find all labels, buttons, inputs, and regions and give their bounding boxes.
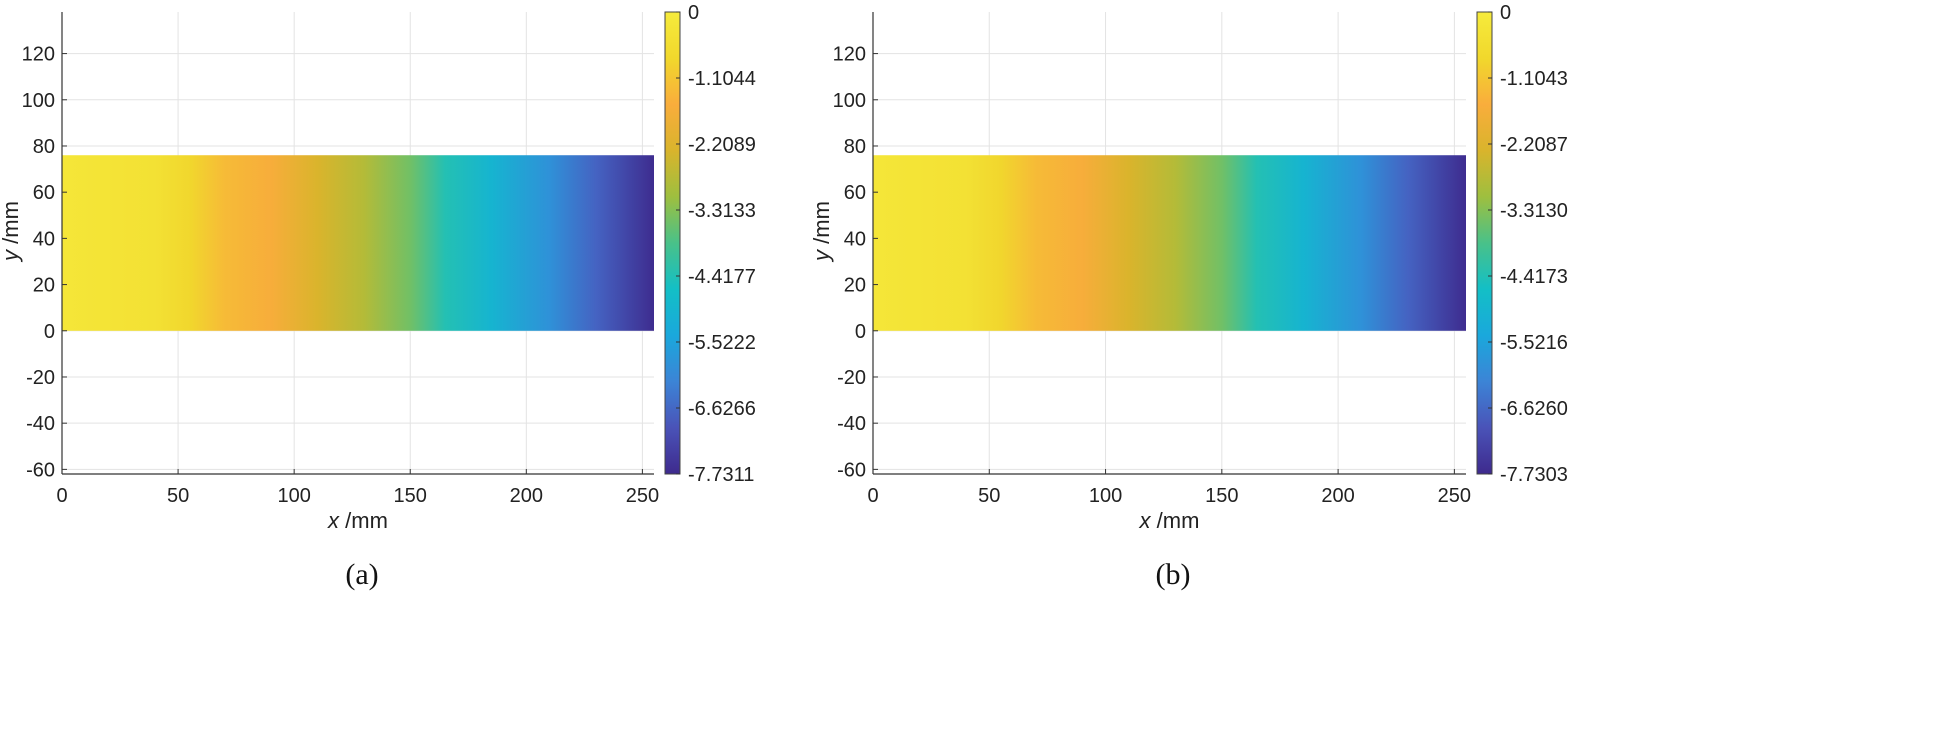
x-tick-label: 200 bbox=[1321, 485, 1354, 507]
y-tick-label: 100 bbox=[833, 90, 866, 112]
heatmap-field bbox=[62, 155, 654, 331]
y-axis-label: y /mm bbox=[0, 201, 23, 263]
colorbar-tick-label: 0 bbox=[688, 2, 699, 24]
colorbar-tick-label: -6.6266 bbox=[688, 398, 756, 420]
colorbar bbox=[1476, 11, 1493, 475]
x-axis-label: x /mm bbox=[327, 508, 388, 533]
colorbar-tick-label: -5.5216 bbox=[1500, 332, 1568, 354]
colorbar-tick-label: -6.6260 bbox=[1500, 398, 1568, 420]
colorbar-tick-label: -3.3130 bbox=[1500, 200, 1568, 222]
colorbar bbox=[664, 11, 681, 475]
x-tick-label: 150 bbox=[1205, 485, 1238, 507]
panel-b: 0 50 100 150 200 250 -60 -40 -20 0 20 40 60 80 100 120 x… bbox=[809, 2, 1568, 591]
colorbar-tick-label: -4.4173 bbox=[1500, 266, 1568, 288]
y-tick-label: 20 bbox=[33, 275, 55, 297]
x-tick-label: 250 bbox=[1438, 485, 1471, 507]
x-tick-label: 150 bbox=[394, 485, 427, 507]
y-tick-label: 40 bbox=[844, 228, 866, 250]
panel-a: 0 50 100 150 200 250 -60 -40 -20 0 20 40 60 80 100 120 x… bbox=[0, 2, 756, 591]
y-tick-label: 80 bbox=[844, 136, 866, 158]
y-tick-label: -60 bbox=[837, 459, 866, 481]
y-tick-label: -20 bbox=[837, 367, 866, 389]
colorbar-tick-label: -5.5222 bbox=[688, 332, 756, 354]
y-tick-label: 120 bbox=[22, 44, 55, 66]
colorbar-tick-label: 0 bbox=[1500, 2, 1511, 24]
x-tick-label: 50 bbox=[978, 485, 1000, 507]
x-axis-label-unit: /mm bbox=[1151, 508, 1200, 533]
colorbar-tick-label: -2.2087 bbox=[1500, 134, 1568, 156]
y-tick-label: 20 bbox=[844, 275, 866, 297]
y-tick-label: 0 bbox=[855, 321, 866, 343]
colorbar-tick-label: -7.7303 bbox=[1500, 464, 1568, 486]
y-tick-label: -40 bbox=[837, 413, 866, 435]
y-tick-label: 60 bbox=[33, 182, 55, 204]
y-axis-label-unit: /mm bbox=[0, 201, 23, 250]
y-axis-label-var: y bbox=[0, 248, 23, 263]
y-tick-label: 60 bbox=[844, 182, 866, 204]
x-axis-label-var: x bbox=[327, 508, 340, 533]
colorbar-tick-label: -1.1043 bbox=[1500, 68, 1568, 90]
colorbar-tick-label: -7.7311 bbox=[688, 464, 754, 486]
colorbar-tick-label: -1.1044 bbox=[688, 68, 756, 90]
y-tick-label: -20 bbox=[26, 367, 55, 389]
x-axis-label-var: x bbox=[1139, 508, 1152, 533]
x-tick-label: 50 bbox=[167, 485, 189, 507]
y-tick-label: 40 bbox=[33, 228, 55, 250]
panel-caption: (b) bbox=[1156, 558, 1191, 591]
x-axis-label: x /mm bbox=[1139, 508, 1200, 533]
colorbar-tick-label: -4.4177 bbox=[688, 266, 756, 288]
x-tick-label: 0 bbox=[56, 485, 67, 507]
x-axis-label-unit: /mm bbox=[339, 508, 388, 533]
y-axis-label-var: y bbox=[809, 248, 834, 263]
colorbar-tick-label: -2.2089 bbox=[688, 134, 756, 156]
colorbar-tick-label: -3.3133 bbox=[688, 200, 756, 222]
panel-caption: (a) bbox=[345, 558, 378, 591]
y-tick-label: -40 bbox=[26, 413, 55, 435]
y-tick-label: 0 bbox=[44, 321, 55, 343]
x-tick-label: 200 bbox=[510, 485, 543, 507]
y-tick-label: 80 bbox=[33, 136, 55, 158]
y-axis-label: y /mm bbox=[809, 201, 834, 263]
heatmap-field bbox=[873, 155, 1466, 331]
x-tick-label: 100 bbox=[277, 485, 310, 507]
x-tick-label: 0 bbox=[867, 485, 878, 507]
y-tick-label: 100 bbox=[22, 90, 55, 112]
y-axis-label-unit: /mm bbox=[809, 201, 834, 250]
x-tick-label: 250 bbox=[626, 485, 659, 507]
y-tick-label: -60 bbox=[26, 459, 55, 481]
y-tick-label: 120 bbox=[833, 44, 866, 66]
x-tick-label: 100 bbox=[1089, 485, 1122, 507]
